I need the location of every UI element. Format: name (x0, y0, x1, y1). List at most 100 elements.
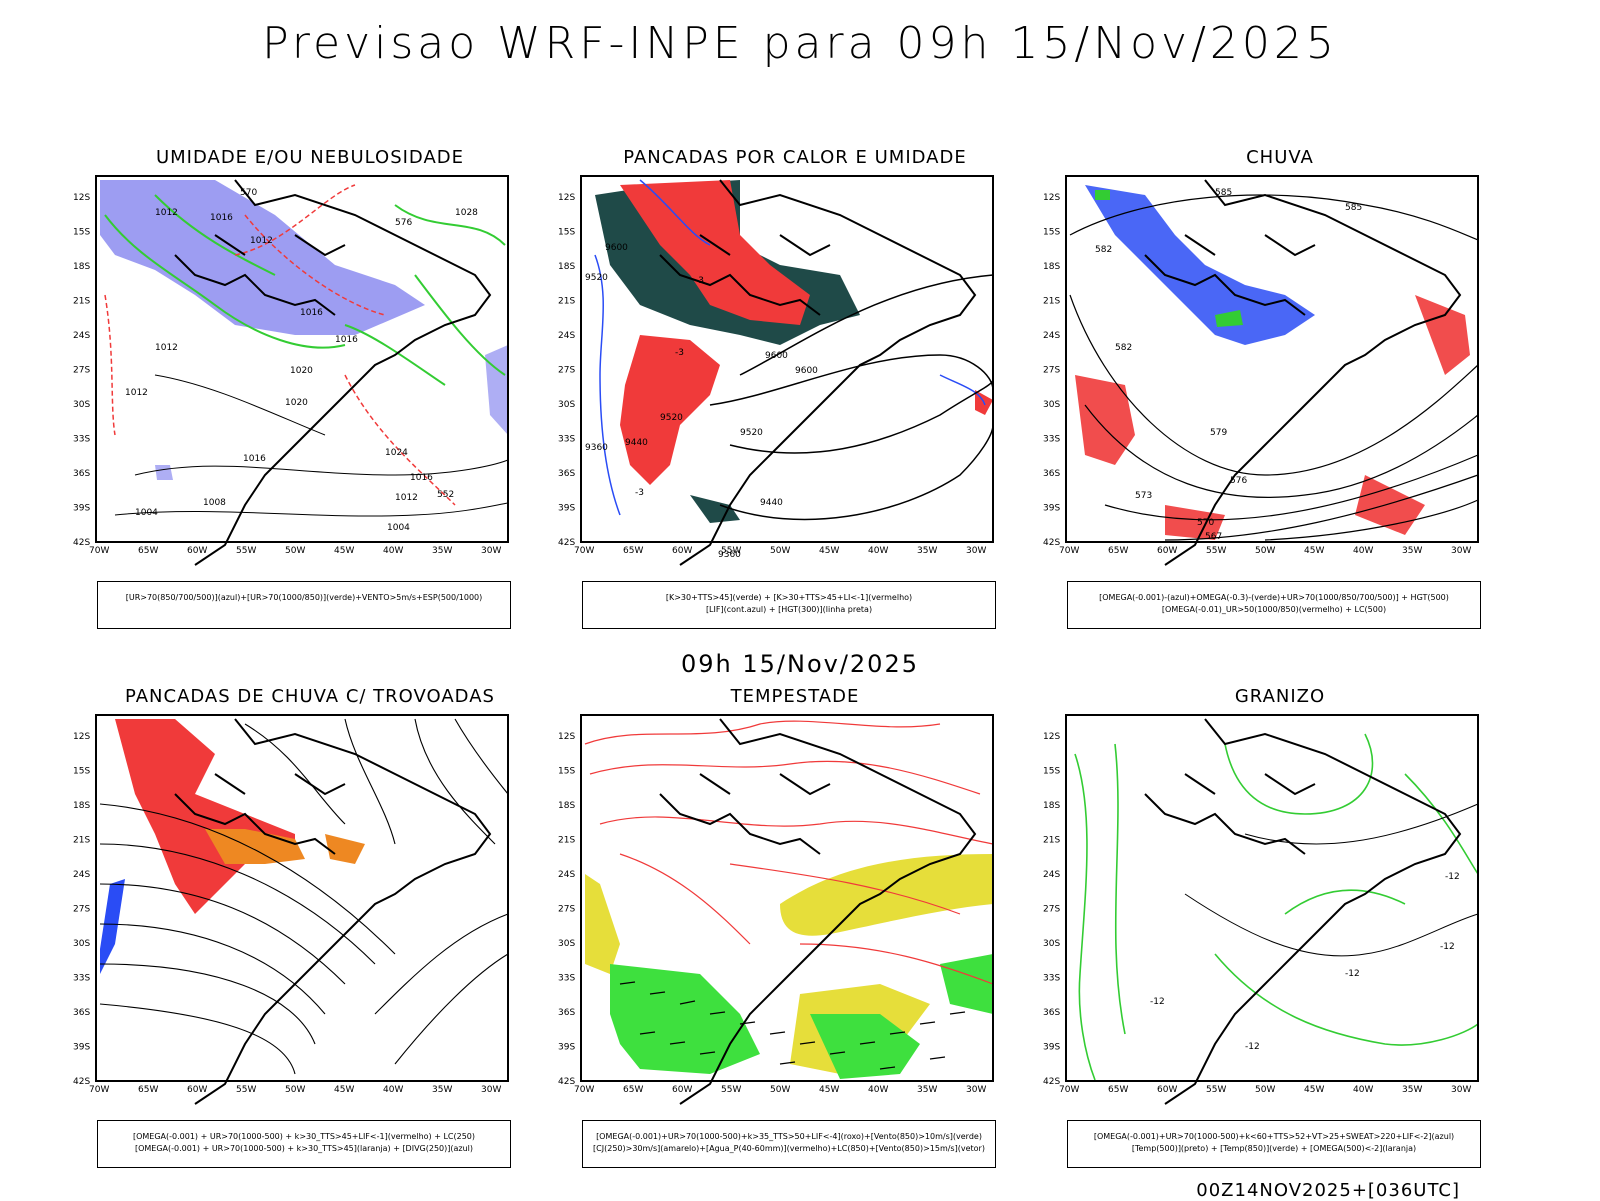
lat-tick-label: 24S (558, 870, 575, 880)
contour-label: 1024 (385, 448, 408, 458)
lat-tick-label: 24S (73, 870, 90, 880)
contour-label: 9360 (718, 550, 741, 560)
lat-tick-label: 21S (1043, 836, 1060, 846)
coastline (174, 718, 492, 1105)
lat-tick-label: 42S (1043, 538, 1060, 548)
contour-label: -3 (635, 488, 644, 498)
legend-line: [OMEGA(-0.001) + UR>70(1000-500) + k>30_… (134, 1144, 474, 1153)
lat-tick-label: 12S (558, 732, 575, 742)
wind850-green-area (610, 954, 993, 1079)
legend: [OMEGA(-0.001)+UR>70(1000-500)+k<60+TTS>… (1067, 1120, 1481, 1168)
axis-lon: 70W 65W 60W 55W 50W 45W 40W 35W 30W (1059, 546, 1471, 556)
precip-water-red-contours (584, 720, 994, 985)
contour-label: -12 (1245, 1042, 1260, 1052)
lon-tick-label: 55W (721, 1085, 741, 1095)
lon-tick-label: 40W (383, 546, 403, 556)
contour-label: 1004 (387, 523, 410, 533)
lat-tick-label: 39S (73, 1043, 90, 1053)
omega-blue-area (1085, 185, 1315, 345)
lat-tick-label: 39S (73, 504, 90, 514)
lon-tick-label: 70W (574, 546, 594, 556)
lon-tick-label: 30W (481, 546, 501, 556)
lat-tick-label: 42S (1043, 1077, 1060, 1087)
lon-tick-label: 40W (868, 1085, 888, 1095)
lat-tick-label: 15S (1043, 767, 1060, 777)
lon-tick-label: 35W (1402, 1085, 1422, 1095)
orange-thunder-area (205, 829, 365, 864)
lon-tick-label: 60W (187, 1085, 207, 1095)
lat-tick-label: 36S (73, 1008, 90, 1018)
lat-tick-label: 21S (73, 297, 90, 307)
lon-tick-label: 50W (285, 1085, 305, 1095)
lon-tick-label: 45W (1304, 546, 1324, 556)
contour-label: 579 (1210, 428, 1227, 438)
lon-tick-label: 50W (1255, 1085, 1275, 1095)
lon-tick-label: 50W (770, 1085, 790, 1095)
legend-line: [OMEGA(-0.001)-(azul)+OMEGA(-0.3)-(verde… (1099, 593, 1449, 602)
legend: [K>30+TTS>45](verde) + [K>30+TTS>45+LI<-… (582, 581, 996, 629)
red-area-2 (620, 335, 720, 485)
panel-title: PANCADAS POR CALOR E UMIDADE (623, 147, 967, 168)
lon-tick-label: 40W (868, 546, 888, 556)
contour-label: 9520 (660, 413, 683, 423)
lon-tick-label: 50W (1255, 546, 1275, 556)
lon-tick-label: 65W (138, 546, 158, 556)
lat-tick-label: 36S (1043, 469, 1060, 479)
legend-line: [K>30+TTS>45](verde) + [K>30+TTS>45+LI<-… (665, 593, 913, 602)
axis-lat: 12S 15S 18S 21S 24S 27S 30S 33S 36S 39S 42S (1043, 193, 1060, 548)
lon-tick-label: 65W (623, 1085, 643, 1095)
panel-trovoadas: PANCADAS DE CHUVA C/ TROVOADAS 12S 15S 18S… (73, 686, 525, 1168)
humidity-blue-area-2 (485, 345, 508, 435)
lat-tick-label: 39S (1043, 1043, 1060, 1053)
jet-yellow-area (585, 854, 993, 1074)
lat-tick-label: 12S (1043, 732, 1060, 742)
lon-tick-label: 35W (917, 1085, 937, 1095)
lon-tick-label: 45W (819, 1085, 839, 1095)
lon-tick-label: 70W (1059, 546, 1079, 556)
lon-tick-label: 60W (187, 546, 207, 556)
divg-blue-area (100, 879, 125, 974)
axis-lat: 12S 15S 18S 21S 24S 27S 30S 33S 36S 39S 42S (73, 193, 90, 548)
lat-tick-label: 33S (73, 435, 90, 445)
lon-tick-label: 65W (1108, 1085, 1128, 1095)
map-chuva: 585 585 582 582 579 576 573 570 567 12S1… (1043, 175, 1479, 566)
lat-tick-label: 18S (73, 262, 90, 272)
lat-tick-label: 24S (558, 331, 575, 341)
lat-tick-label: 12S (73, 193, 90, 203)
map-umidade: 1012 1016 1012 1016 1012 1020 1016 1012 … (73, 175, 509, 566)
lon-tick-label: 55W (1206, 546, 1226, 556)
lat-tick-label: 18S (1043, 801, 1060, 811)
lat-tick-label: 21S (558, 836, 575, 846)
map-granizo: -12 -12 -12 -12 -12 12S 15S 18S 21S 24S 27S 30… (1043, 714, 1479, 1105)
middle-title: 09h 15/Nov/2025 (680, 650, 919, 678)
contour-label: 1016 (410, 473, 433, 483)
lon-tick-label: 70W (89, 1085, 109, 1095)
lat-tick-label: 42S (73, 538, 90, 548)
green-patches (1095, 190, 1243, 327)
contour-label: 573 (1135, 491, 1152, 501)
contour-label: 9440 (760, 498, 783, 508)
lon-tick-label: 40W (1353, 546, 1373, 556)
lon-tick-label: 50W (285, 546, 305, 556)
coastline (659, 718, 977, 1105)
contour-label: 552 (437, 490, 454, 500)
contour-label: 9520 (740, 428, 763, 438)
panel-title: TEMPESTADE (730, 686, 860, 707)
axis-lon: 70W 65W 60W 55W 50W 45W 40W 35W 30W (89, 546, 501, 556)
coastline (659, 179, 977, 566)
lat-tick-label: 15S (558, 767, 575, 777)
legend: [OMEGA(-0.001) + UR>70(1000-500) + k>30_… (97, 1120, 511, 1168)
red-area-1 (620, 180, 810, 325)
lat-tick-label: 27S (73, 905, 90, 915)
lat-tick-label: 39S (1043, 504, 1060, 514)
lat-tick-label: 30S (1043, 939, 1060, 949)
axis-lat: 12S 15S 18S 21S 24S 27S 30S 33S 36S 39S 42S (558, 732, 575, 1087)
lon-tick-label: 35W (917, 546, 937, 556)
contour-label: 1028 (455, 208, 478, 218)
lat-tick-label: 30S (73, 939, 90, 949)
panel-granizo: GRANIZO -12 -12 -12 -12 -12 12S 15S 18S 21S… (1043, 686, 1495, 1168)
lon-tick-label: 60W (672, 1085, 692, 1095)
contour-label: 9600 (765, 351, 788, 361)
lat-tick-label: 42S (73, 1077, 90, 1087)
panel-pancadas-calor: PANCADAS POR CALOR E UMIDADE 9600 9520 9… (558, 147, 1010, 629)
